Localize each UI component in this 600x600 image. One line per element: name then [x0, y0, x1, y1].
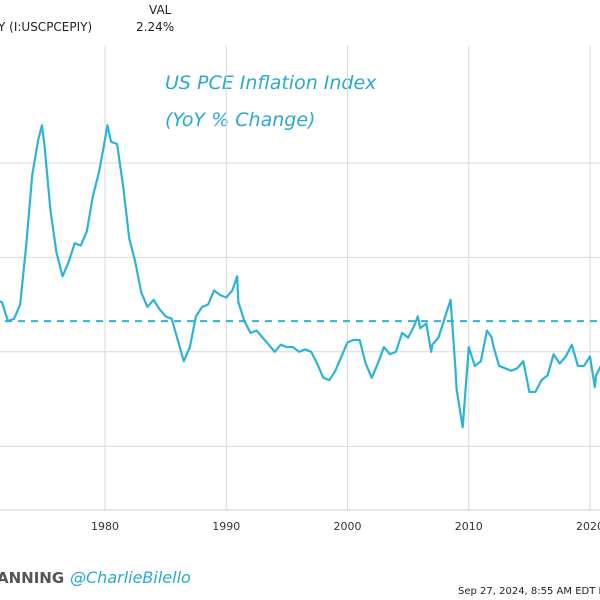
x-tick-label: 1990 [212, 520, 240, 533]
value: 2.24% [136, 20, 174, 34]
x-tick-label: 1980 [91, 520, 119, 533]
timestamp: Sep 27, 2024, 8:55 AM EDT Pow [458, 586, 600, 597]
chart-subtitle: (YoY % Change) [165, 109, 315, 131]
chart-title: US PCE Inflation Index [165, 72, 377, 94]
series-line [0, 124, 600, 429]
brand: ANNING [0, 569, 64, 587]
series-label: Y (I:USCPCEPIY) [0, 20, 92, 34]
value-header: VAL [149, 3, 172, 17]
x-tick-label: 2000 [334, 520, 362, 533]
x-tick-label: 2020 [576, 520, 600, 533]
handle: @CharlieBilello [70, 568, 191, 587]
x-tick-label: 2010 [455, 520, 483, 533]
